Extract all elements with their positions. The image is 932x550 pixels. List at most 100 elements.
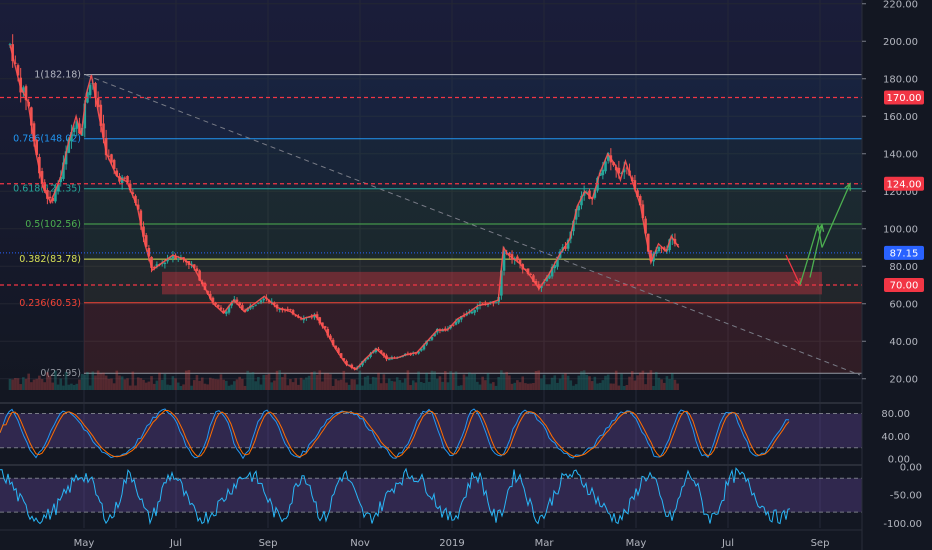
volume-bar (230, 384, 233, 390)
candle-body (451, 324, 455, 326)
volume-bar (620, 373, 623, 390)
volume-bar (497, 377, 500, 390)
volume-bar (326, 373, 330, 390)
volume-bar (646, 373, 650, 390)
candle-body (518, 259, 522, 265)
volume-bar (529, 383, 533, 390)
volume-bar (22, 377, 25, 390)
volume-bar (30, 382, 33, 390)
candle-body (358, 365, 362, 368)
volume-bar (27, 373, 30, 390)
candle-body (577, 205, 581, 211)
volume-bar (176, 382, 180, 390)
volume-bar (313, 371, 316, 390)
volume-bar (486, 372, 490, 390)
candle-body (235, 299, 239, 302)
candle-body (433, 333, 436, 337)
candle-body (118, 175, 121, 182)
volume-bar (660, 379, 663, 390)
volume-bar (358, 370, 362, 390)
candle-body (550, 266, 554, 277)
volume-bar (190, 385, 193, 390)
horizontal-level-tag-label: 124.00 (887, 179, 922, 190)
volume-bar (70, 383, 73, 390)
candle-body (542, 282, 546, 284)
volume-bar (644, 384, 647, 390)
volume-bar (241, 378, 244, 390)
volume-bar (673, 379, 677, 390)
volume-bar (625, 385, 629, 390)
volume-bar (222, 379, 225, 390)
candle-body (48, 196, 52, 199)
candle-body (646, 233, 650, 252)
horizontal-level-tag (884, 278, 924, 292)
candle-body (251, 306, 255, 308)
volume-bar (556, 382, 559, 390)
horizontal-level-tag-label: 70.00 (890, 281, 919, 292)
candle-body (537, 284, 541, 288)
volume-bar (203, 383, 207, 390)
volume-bar (54, 370, 57, 390)
candle-body (112, 159, 116, 169)
candle-body (339, 353, 343, 358)
volume-bar (524, 383, 527, 390)
volume-bar (508, 375, 511, 390)
candle-body (35, 139, 39, 155)
candle-body (545, 277, 549, 282)
candle-body (350, 364, 354, 368)
volume-bar (142, 379, 145, 390)
candle-body (668, 239, 671, 251)
candle-body (588, 190, 591, 199)
candle-body (460, 316, 463, 320)
volume-bar (102, 372, 105, 390)
candle-body (211, 297, 215, 303)
volume-bar (622, 385, 626, 390)
volume-bar (617, 385, 621, 390)
volume-bar (612, 383, 615, 390)
volume-bar (307, 375, 311, 390)
volume-bar (321, 381, 324, 390)
volume-bar (59, 378, 63, 390)
volume-bar (32, 379, 36, 390)
fib-zone (84, 138, 862, 189)
candle-body (553, 265, 557, 269)
volume-bar (492, 382, 495, 390)
candle-body (377, 348, 380, 351)
candle-body (334, 345, 338, 349)
current-price-tag-label: 87.15 (890, 248, 919, 259)
volume-bar (390, 380, 394, 390)
candle-body (59, 176, 63, 183)
y-tick-label: 40.00 (889, 337, 918, 348)
candle-body (16, 65, 20, 76)
volume-bar (419, 382, 423, 390)
oscillator-1-band (0, 413, 862, 448)
volume-bar (11, 379, 14, 390)
candle-body (636, 190, 639, 197)
x-tick-label: Nov (350, 538, 370, 549)
volume-bar (537, 370, 541, 390)
volume-bar (382, 374, 386, 390)
candle-body (144, 235, 148, 247)
volume-bar (553, 375, 557, 390)
volume-bar (516, 380, 519, 390)
candle-body (294, 315, 298, 317)
candle-body (644, 218, 647, 234)
candle-body (75, 121, 79, 129)
volume-bar (134, 385, 137, 390)
volume-bar (91, 371, 95, 390)
volume-bar (593, 376, 597, 390)
volume-bar (147, 381, 151, 390)
volume-bar (40, 378, 44, 390)
volume-bar (219, 374, 223, 390)
oscillator-2-line (0, 467, 791, 525)
volume-bar (233, 381, 236, 390)
volume-bar (366, 375, 370, 390)
volume-bar (14, 378, 17, 390)
x-tick-label: Mar (535, 538, 555, 549)
volume-bar (158, 372, 161, 390)
candle-body (601, 169, 605, 176)
volume-bar (184, 370, 188, 390)
candle-body (273, 302, 276, 305)
oscillator-1-d-line (0, 409, 790, 458)
